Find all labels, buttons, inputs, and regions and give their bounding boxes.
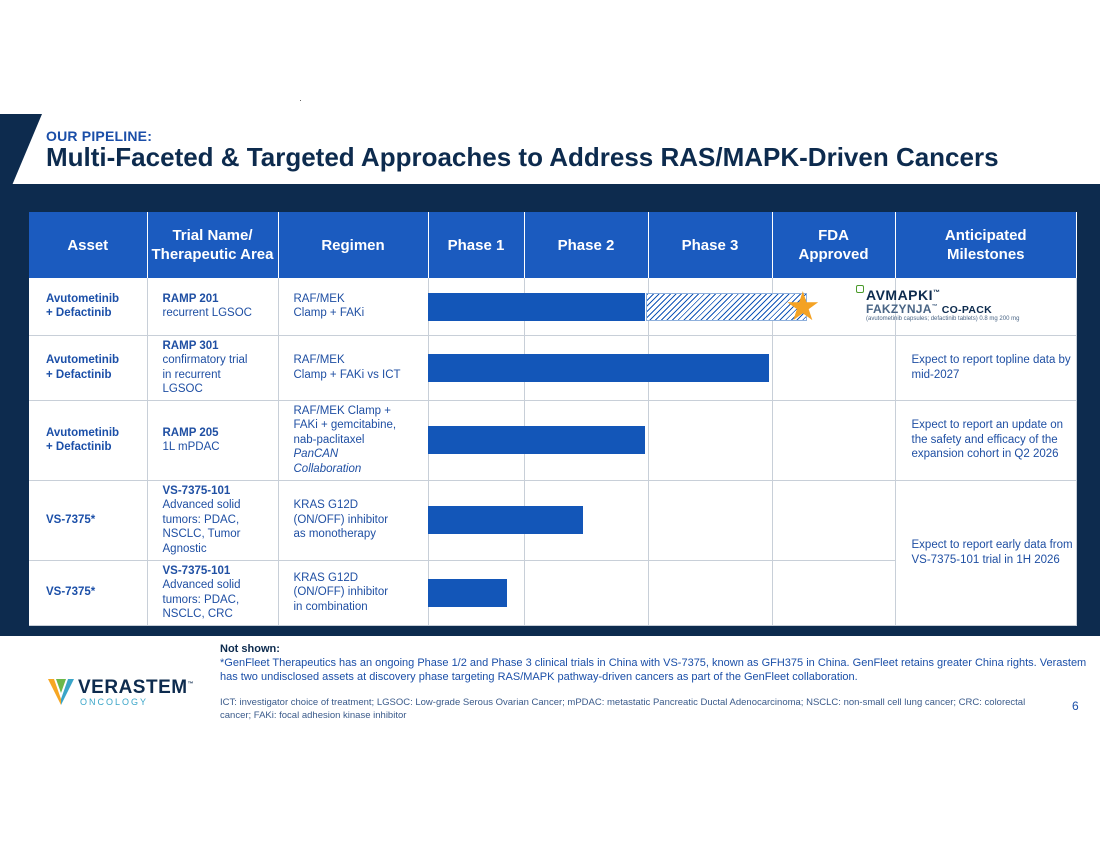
table-row: VS-7375* VS-7375-101 Advanced solid tumors:… (29, 480, 1077, 626)
trial-cell: RAMP 301 confirmatory trial in recurrent LG… (147, 335, 279, 401)
phase-cell (772, 480, 896, 561)
regimen-cell: RAF/MEK Clamp + FAKi (278, 278, 429, 336)
logo-fakzynja: FAKZYNJA™ CO-PACK (866, 302, 993, 316)
col-header-asset: Asset (29, 212, 148, 278)
milestone-cell (895, 278, 1077, 336)
regimen-collaboration: PanCAN Collaboration (293, 448, 362, 475)
asset-cell: Avutometinib + Defactinib (29, 278, 148, 336)
phase-cell (772, 335, 896, 401)
page-number: 6 (1072, 699, 1079, 713)
trial-area: recurrent LGSOC (162, 307, 252, 320)
logo-mark-icon (856, 285, 864, 293)
avmapki-fakzynja-logo: AVMAPKI™ FAKZYNJA™ CO-PACK (avutometinib… (856, 285, 1019, 325)
regimen-text: RAF/MEK Clamp + FAKi + gemcitabine, nab-pa… (293, 404, 397, 446)
regimen-cell: RAF/MEK Clamp + FAKi vs ICT (278, 335, 429, 401)
phase-cell (648, 400, 773, 481)
phase-cell (772, 400, 896, 481)
phase-cell (524, 560, 649, 626)
abbreviations: ICT: investigator choice of treatment; L… (220, 697, 1026, 721)
col-header-trial: Trial Name/Therapeutic Area (147, 212, 279, 278)
regimen-cell: KRAS G12D (ON/OFF) inhibitor as monotherap… (278, 480, 429, 561)
phase-progress-bar (428, 292, 645, 321)
footnote-heading: Not shown: (220, 643, 280, 655)
phase-progress-bar (428, 426, 645, 454)
phase-cell (648, 480, 773, 561)
pipeline-table: Asset Trial Name/Therapeutic Area Regime… (29, 212, 1077, 626)
approved-star-icon: ★ (784, 283, 821, 330)
trial-name: RAMP 301 (162, 339, 219, 352)
phase-progress-bar (428, 353, 769, 382)
col-header-phase1: Phase 1 (428, 212, 525, 278)
brand-subtitle: ONCOLOGY (80, 697, 149, 707)
trial-name: RAMP 201 (162, 292, 219, 305)
regimen-text: KRAS G12D (ON/OFF) inhibitor as monotherap… (293, 499, 389, 541)
regimen-cell: KRAS G12D (ON/OFF) inhibitor in combinatio… (278, 560, 429, 626)
asset-cell: VS-7375* (29, 560, 148, 626)
regimen-cell: RAF/MEK Clamp + FAKi + gemcitabine, nab-pa… (278, 400, 429, 481)
milestone-cell: Expect to report early data from VS-7375… (895, 480, 1077, 626)
page-title: Multi-Faceted & Targeted Approaches to A… (46, 142, 999, 172)
col-header-milestones: Anticipated Milestones (895, 212, 1076, 278)
trial-cell: VS-7375-101 Advanced solid tumors: PDAC, NS… (147, 560, 279, 626)
asset-cell: Avutometinib + Defactinib (29, 400, 148, 481)
col-header-phase2: Phase 2 (524, 212, 649, 278)
logo-subtitle: (avutometinib capsules; defactinib table… (866, 316, 1020, 322)
phase-progress-bar (428, 578, 507, 607)
brand-name: VERASTEM™ (78, 677, 195, 698)
logo-avmapki: AVMAPKI™ (866, 287, 941, 303)
footnote-text: *GenFleet Therapeutics has an ongoing Ph… (220, 657, 1087, 683)
trial-name: VS-7375-101 (162, 564, 231, 577)
footnotes: Not shown: *GenFleet Therapeutics has an… (220, 642, 1090, 684)
milestone-cell: Expect to report topline data by mid-202… (895, 335, 1077, 401)
col-header-regimen: Regimen (278, 212, 429, 278)
trial-cell: VS-7375-101 Advanced solid tumors: PDAC, NS… (147, 480, 279, 561)
regimen-text: KRAS G12D (ON/OFF) inhibitor in combinatio… (293, 571, 389, 613)
col-header-phase3: Phase 3 (648, 212, 773, 278)
section-eyebrow: OUR PIPELINE: (46, 128, 153, 144)
phase-progress-bar (428, 506, 583, 534)
phase-cell (772, 560, 896, 626)
verastem-v-icon (48, 679, 74, 705)
stray-dot (300, 100, 301, 101)
trial-name: VS-7375-101 (162, 484, 231, 497)
regimen-text: RAF/MEK Clamp + FAKi (293, 292, 365, 320)
verastem-logo: VERASTEM™ ONCOLOGY (48, 675, 194, 711)
col-header-fda-approved: FDA Approved (772, 212, 896, 278)
trial-area: Advanced solid tumors: PDAC, NSCLC, CRC (162, 579, 241, 620)
milestone-cell: Expect to report an update on the safety… (895, 400, 1077, 481)
trial-cell: RAMP 201 recurrent LGSOC (147, 278, 279, 336)
phase-extension-hatched (646, 292, 807, 321)
trial-name: RAMP 205 (162, 426, 219, 439)
trial-area: Advanced solid tumors: PDAC, NSCLC, Tumor A… (162, 499, 241, 555)
trial-area: 1L mPDAC (162, 441, 220, 453)
regimen-text: RAF/MEK Clamp + FAKi vs ICT (293, 354, 401, 381)
trial-cell: RAMP 205 1L mPDAC (147, 400, 279, 481)
title-accent-shape (0, 114, 42, 184)
asset-cell: Avutometinib + Defactinib (29, 335, 148, 401)
asset-cell: VS-7375* (29, 480, 148, 561)
phase-cell (648, 560, 773, 626)
table-header-row: Asset Trial Name/Therapeutic Area Regime… (29, 212, 1076, 278)
trial-area: confirmatory trial in recurrent LGSOC (162, 354, 248, 395)
